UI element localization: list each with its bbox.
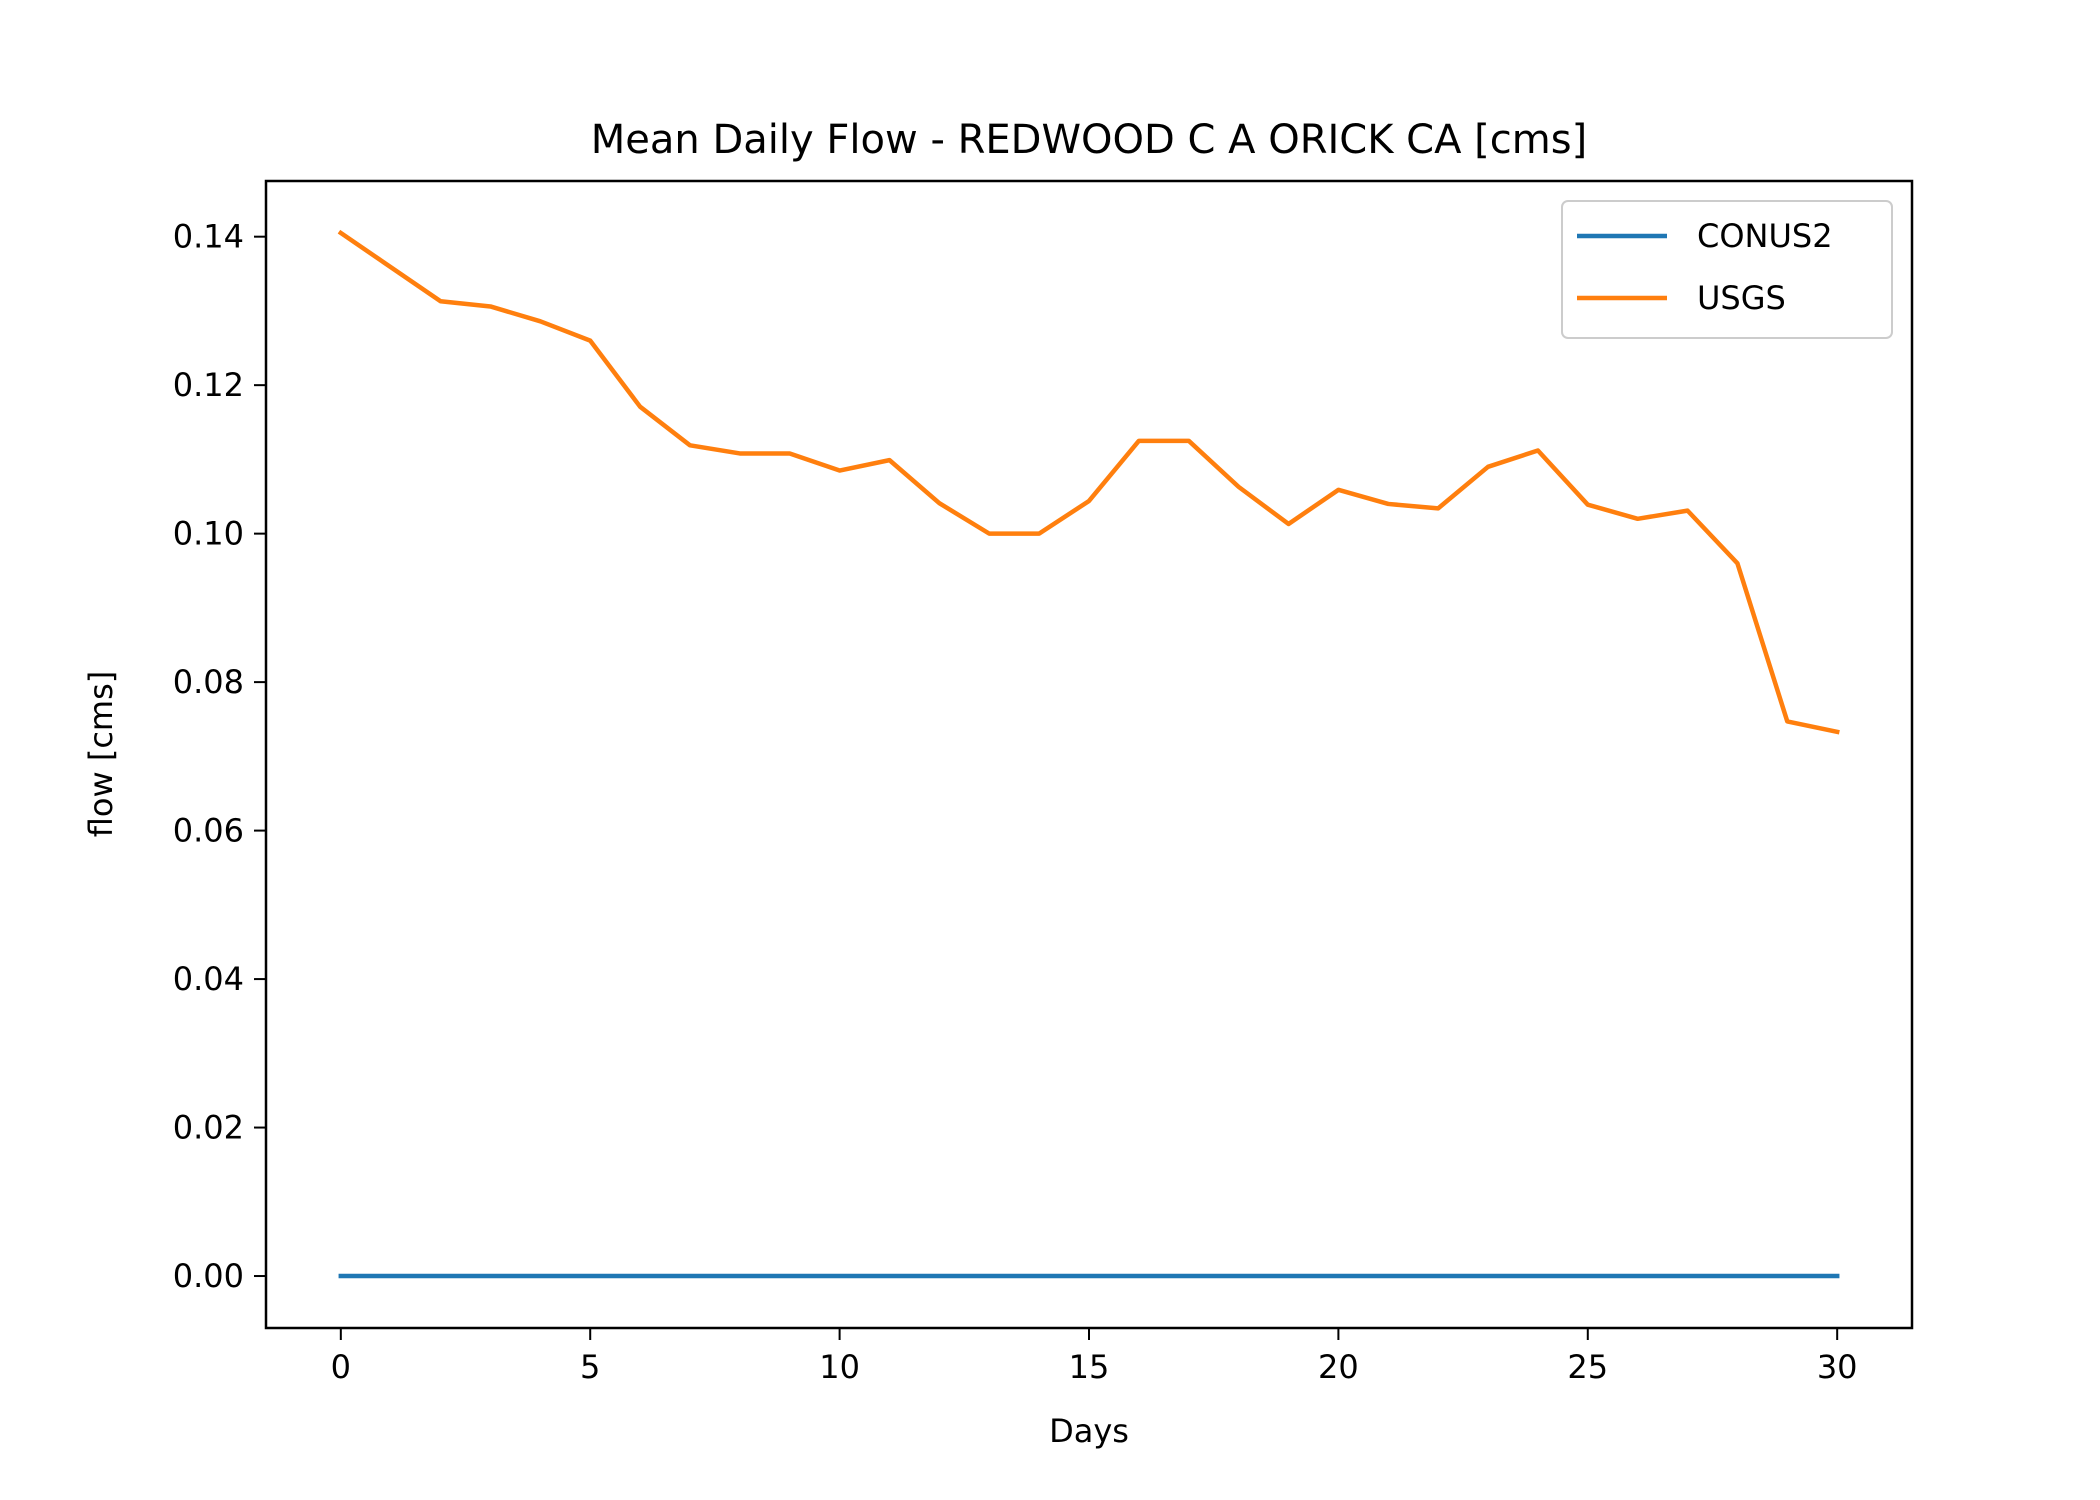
legend-label-usgs: USGS (1697, 279, 1786, 317)
x-tick-label: 0 (331, 1348, 351, 1386)
x-tick-label: 10 (819, 1348, 860, 1386)
y-tick-label: 0.14 (173, 218, 244, 256)
y-tick-label: 0.08 (173, 663, 244, 701)
x-tick-label: 5 (580, 1348, 600, 1386)
y-tick-label: 0.06 (173, 812, 244, 850)
chart-title: Mean Daily Flow - REDWOOD C A ORICK CA [… (591, 117, 1587, 163)
y-tick-label: 0.02 (173, 1109, 244, 1147)
legend: CONUS2 USGS (1561, 200, 1893, 339)
legend-label-conus2: CONUS2 (1697, 217, 1833, 255)
y-axis-label: flow [cms] (82, 671, 120, 837)
y-tick-label: 0.10 (173, 515, 244, 553)
series-line-usgs (337, 229, 1840, 735)
x-tick-label: 20 (1318, 1348, 1359, 1386)
y-tick-label: 0.00 (173, 1257, 244, 1295)
y-tick-label: 0.12 (173, 366, 244, 404)
x-tick-label: 30 (1817, 1348, 1858, 1386)
axes-frame (264, 179, 1914, 1330)
plot-area (337, 229, 1840, 1279)
x-axis: 0 5 10 15 20 25 30 (331, 1328, 1858, 1386)
y-axis: 0.00 0.02 0.04 0.06 0.08 0.10 0.12 0.14 (173, 218, 266, 1295)
x-tick-label: 25 (1567, 1348, 1608, 1386)
x-tick-label: 15 (1069, 1348, 1110, 1386)
y-tick-label: 0.04 (173, 960, 244, 998)
x-axis-label: Days (1049, 1412, 1129, 1450)
